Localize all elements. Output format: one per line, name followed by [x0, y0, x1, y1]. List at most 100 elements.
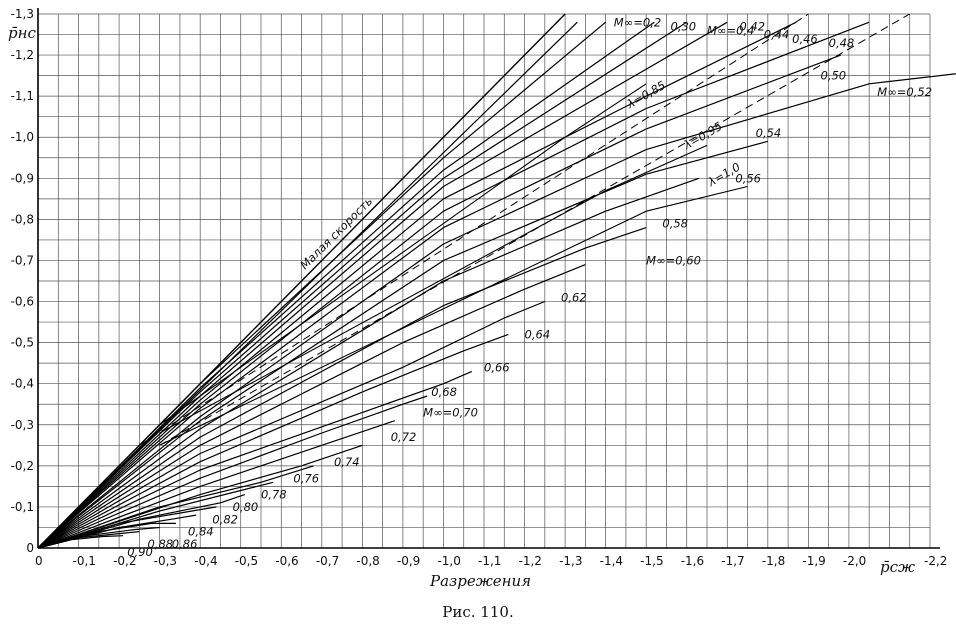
series-label: 0,90	[127, 545, 153, 559]
x-tick-label: -1,9	[802, 554, 825, 568]
series-label: 0,56	[735, 171, 761, 185]
series-line	[37, 494, 245, 549]
series-line	[37, 21, 797, 549]
y-tick-label: -0,2	[11, 459, 34, 473]
series-label: 0,58	[662, 217, 688, 231]
axes	[37, 8, 940, 549]
y-tick-label: -1,2	[11, 48, 34, 62]
series-line	[37, 140, 768, 549]
series-label: 0,80	[233, 500, 259, 514]
x-tick-label: -1,7	[721, 554, 744, 568]
series-label: M∞=0,2	[614, 15, 661, 29]
x-tick-label: -0,6	[275, 554, 298, 568]
series-label: 0,46	[792, 32, 818, 46]
series-line	[37, 21, 606, 549]
series-line	[37, 333, 509, 549]
y-tick-label: -1,0	[11, 130, 34, 144]
x-tick-label: -0,8	[356, 554, 379, 568]
y-tick-label: -0,9	[11, 171, 34, 185]
y-tick-label: -0,7	[11, 253, 34, 267]
x-tick-label: -0,4	[194, 554, 217, 568]
lambda-label: λ=0,85	[624, 78, 668, 112]
x-tick-label: -1,8	[762, 554, 785, 568]
series-line	[37, 264, 586, 549]
series-line	[37, 177, 700, 549]
x-tick-label: -0,3	[154, 554, 177, 568]
series-line	[37, 465, 314, 549]
lambda-line	[159, 83, 647, 426]
y-tick-label: -0,6	[11, 295, 34, 309]
x-tick-label: -0,9	[397, 554, 420, 568]
series-label: M∞=0,60	[646, 254, 701, 268]
x-tick-label: 0	[35, 554, 43, 568]
series-line	[37, 73, 956, 549]
series-line	[37, 21, 870, 549]
series-label: 0,64	[525, 328, 551, 342]
series-line	[37, 21, 728, 549]
series-label: 0,66	[484, 360, 510, 374]
series-label: 0,30	[671, 19, 697, 33]
y-tick-label: 0	[26, 541, 34, 555]
y-axis-label: p̄нс	[8, 24, 36, 42]
x-tick-label: -0,1	[73, 554, 96, 568]
series-line	[37, 227, 647, 549]
ticks-group: 0 -0,1 -0,2 -0,3 -0,4 -0,5 -0,6 -0,7 -0,8 -0,9 -1,…	[11, 7, 948, 568]
x-tick-label: -0,7	[316, 554, 339, 568]
series-label: 0,48	[829, 36, 855, 50]
y-tick-label: -1,3	[11, 7, 34, 21]
series-label: 0,62	[561, 291, 587, 305]
x-tick-label: -1,4	[600, 554, 623, 568]
series-line	[37, 54, 842, 549]
series-line	[37, 395, 428, 549]
y-tick-label: -0,3	[11, 418, 34, 432]
series-label: M∞=0,70	[423, 406, 478, 420]
figure-caption: Рис. 110.	[442, 603, 514, 621]
x-tick-label: -1,0	[437, 554, 460, 568]
x-axis-label: Разрежения	[429, 572, 531, 590]
labels-group: M∞=0,2 0,30 M∞=0,40,420,44 0,46 0,48 0,50 M∞=0…	[127, 15, 932, 559]
y-tick-label: -0,1	[11, 500, 34, 514]
series-label: 0,68	[431, 385, 457, 399]
chart: M∞=0,2 0,30 M∞=0,40,420,44 0,46 0,48 0,50 M∞=0…	[8, 7, 956, 590]
series-line	[37, 506, 217, 549]
series-label: 0,44	[764, 28, 790, 42]
series-label: 0,78	[261, 488, 287, 502]
series-label: 0,50	[821, 69, 847, 83]
series-label: 0,42	[739, 19, 765, 33]
series-line	[37, 21, 688, 549]
series-line	[37, 300, 546, 549]
series-label: 0,82	[212, 512, 238, 526]
series-group	[37, 13, 956, 549]
dashed-line	[139, 13, 809, 446]
y-tick-label: -0,5	[11, 336, 34, 350]
series-label: 0,84	[188, 525, 214, 539]
x-tick-label: -1,5	[640, 554, 663, 568]
series-line	[37, 21, 578, 549]
x-tick-label: -1,3	[559, 554, 582, 568]
series-line	[37, 420, 395, 549]
x-axis-name: p̄сж	[880, 558, 915, 576]
series-label: 0,54	[756, 126, 782, 140]
y-tick-label: -1,1	[11, 89, 34, 103]
x-tick-label: -2,2	[924, 554, 947, 568]
series-label: 0,86	[172, 537, 198, 551]
series-line	[37, 370, 473, 549]
series-label: M∞=0,4	[707, 24, 754, 38]
series-label: 0,88	[147, 537, 173, 551]
lambda-line	[159, 144, 708, 434]
x-tick-label: -0,5	[235, 554, 258, 568]
lambda-line	[159, 185, 748, 446]
dashed-line	[159, 13, 910, 446]
series-label: M∞=0,52	[877, 85, 932, 99]
y-tick-label: -0,4	[11, 377, 34, 391]
x-tick-label: -2,0	[843, 554, 866, 568]
series-line	[37, 444, 363, 549]
series-line	[37, 535, 124, 549]
x-tick-label: -1,6	[681, 554, 704, 568]
x-tick-label: -1,2	[519, 554, 542, 568]
x-tick-label: -0,2	[113, 554, 136, 568]
series-line	[37, 21, 655, 549]
grid	[37, 13, 931, 549]
series-label: 0,72	[391, 430, 417, 444]
x-tick-label: -1,1	[478, 554, 501, 568]
